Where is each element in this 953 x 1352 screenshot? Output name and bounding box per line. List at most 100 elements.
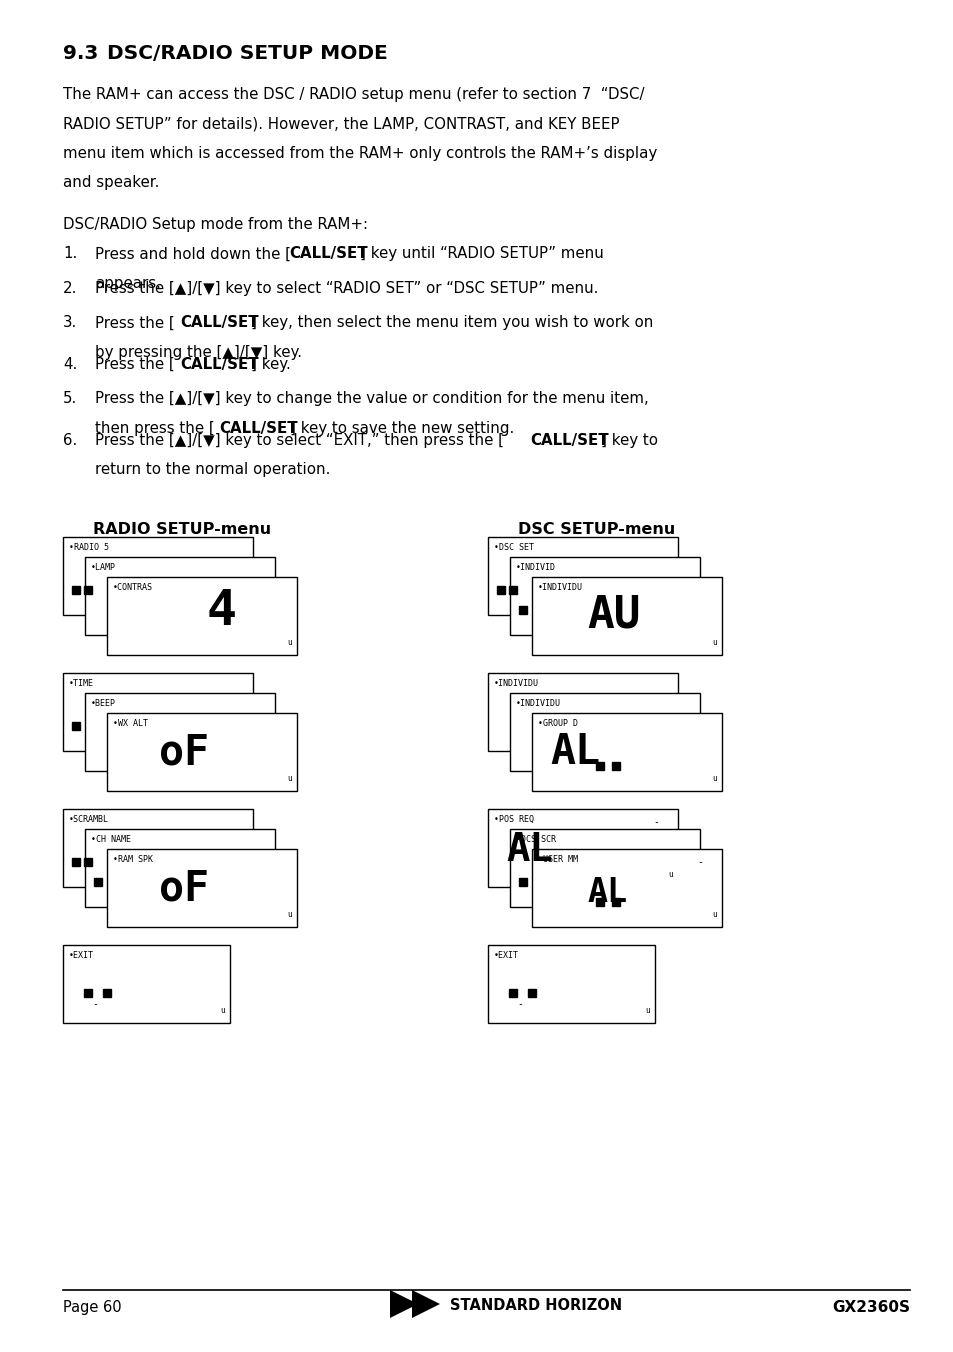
Text: Press and hold down the [: Press and hold down the [ bbox=[95, 246, 291, 261]
Text: oF: oF bbox=[159, 731, 209, 773]
Bar bbox=[107, 713, 296, 791]
Bar bbox=[510, 694, 700, 771]
Text: Press the [: Press the [ bbox=[95, 357, 174, 372]
Text: u: u bbox=[287, 638, 292, 648]
Text: and speaker.: and speaker. bbox=[63, 176, 159, 191]
Text: 6.: 6. bbox=[63, 433, 77, 448]
Text: DSC/RADIO SETUP MODE: DSC/RADIO SETUP MODE bbox=[107, 45, 387, 64]
Text: The RAM+ can access the DSC / RADIO setup menu (refer to section 7  “DSC/: The RAM+ can access the DSC / RADIO setu… bbox=[63, 87, 644, 101]
Text: -: - bbox=[697, 857, 702, 867]
Text: •GROUP D: •GROUP D bbox=[537, 719, 578, 727]
Text: ] key to: ] key to bbox=[600, 433, 658, 448]
Bar bbox=[532, 849, 721, 927]
Text: 5.: 5. bbox=[63, 392, 77, 407]
Text: u: u bbox=[712, 910, 717, 919]
Text: 2.: 2. bbox=[63, 281, 77, 296]
Bar bbox=[85, 557, 274, 635]
Text: u: u bbox=[712, 638, 717, 648]
Text: CALL/SET: CALL/SET bbox=[289, 246, 368, 261]
Text: return to the normal operation.: return to the normal operation. bbox=[95, 462, 330, 477]
Text: DSC SETUP-menu: DSC SETUP-menu bbox=[517, 522, 675, 537]
Text: RADIO SETUP” for details). However, the LAMP, CONTRAST, and KEY BEEP: RADIO SETUP” for details). However, the … bbox=[63, 116, 618, 131]
Text: DSC/RADIO Setup mode from the RAM+:: DSC/RADIO Setup mode from the RAM+: bbox=[63, 218, 368, 233]
Text: •POS REQ: •POS REQ bbox=[494, 815, 534, 823]
Bar bbox=[488, 673, 678, 750]
Text: Press the [▲]/[▼] key to select “EXIT,” then press the [: Press the [▲]/[▼] key to select “EXIT,” … bbox=[95, 433, 503, 448]
Bar bbox=[85, 829, 274, 907]
Text: •INDIVIDU: •INDIVIDU bbox=[537, 583, 582, 592]
Text: •RADIO 5: •RADIO 5 bbox=[69, 544, 109, 552]
Text: 1.: 1. bbox=[63, 246, 77, 261]
Bar bbox=[85, 694, 274, 771]
Bar bbox=[107, 577, 296, 654]
Text: u: u bbox=[668, 869, 672, 879]
Text: STANDARD HORIZON: STANDARD HORIZON bbox=[450, 1298, 621, 1313]
Text: 3.: 3. bbox=[63, 315, 77, 330]
Text: •SCRAMBL: •SCRAMBL bbox=[69, 815, 109, 823]
Bar bbox=[63, 673, 253, 750]
Text: -: - bbox=[653, 817, 659, 827]
Text: •CH NAME: •CH NAME bbox=[91, 836, 131, 844]
Polygon shape bbox=[390, 1290, 417, 1318]
Text: menu item which is accessed from the RAM+ only controls the RAM+’s display: menu item which is accessed from the RAM… bbox=[63, 146, 657, 161]
Bar bbox=[63, 945, 230, 1023]
Text: by pressing the [▲]/[▼] key.: by pressing the [▲]/[▼] key. bbox=[95, 345, 302, 360]
Bar bbox=[107, 849, 296, 927]
Text: ] key to save the new setting.: ] key to save the new setting. bbox=[290, 420, 514, 435]
Text: CALL/SET: CALL/SET bbox=[180, 315, 259, 330]
Text: •EXIT: •EXIT bbox=[69, 950, 94, 960]
Polygon shape bbox=[412, 1290, 439, 1318]
Text: •DSC SET: •DSC SET bbox=[494, 544, 534, 552]
Text: 9.3: 9.3 bbox=[63, 45, 112, 64]
Text: •USER MM: •USER MM bbox=[537, 854, 578, 864]
Text: u: u bbox=[287, 773, 292, 783]
Text: RADIO SETUP-menu: RADIO SETUP-menu bbox=[92, 522, 271, 537]
Text: •WX ALT: •WX ALT bbox=[112, 719, 148, 727]
Text: ] key.: ] key. bbox=[252, 357, 291, 372]
Text: u: u bbox=[220, 1006, 225, 1015]
Text: •BEEP: •BEEP bbox=[91, 699, 116, 708]
Text: •LAMP: •LAMP bbox=[91, 562, 116, 572]
Text: CALL/SET: CALL/SET bbox=[530, 433, 608, 448]
Text: AL: AL bbox=[550, 731, 599, 773]
Text: •EXIT: •EXIT bbox=[494, 950, 518, 960]
Text: •INDIVIDU: •INDIVIDU bbox=[516, 699, 560, 708]
Text: •RAM SPK: •RAM SPK bbox=[112, 854, 152, 864]
Text: CALL/SET: CALL/SET bbox=[180, 357, 259, 372]
Text: 4: 4 bbox=[207, 587, 236, 635]
Text: AL: AL bbox=[586, 876, 626, 909]
Text: GX2360S: GX2360S bbox=[831, 1301, 909, 1315]
Bar bbox=[510, 557, 700, 635]
Bar bbox=[488, 945, 655, 1023]
Text: -: - bbox=[517, 999, 522, 1009]
Text: •DCS SCR: •DCS SCR bbox=[516, 836, 556, 844]
Bar bbox=[488, 808, 678, 887]
Text: ] key, then select the menu item you wish to work on: ] key, then select the menu item you wis… bbox=[252, 315, 653, 330]
Text: u: u bbox=[712, 773, 717, 783]
Bar bbox=[510, 829, 700, 907]
Text: u: u bbox=[287, 910, 292, 919]
Text: CALL/SET: CALL/SET bbox=[219, 420, 297, 435]
Text: -: - bbox=[92, 999, 98, 1009]
Bar bbox=[488, 537, 678, 615]
Text: ] key until “RADIO SETUP” menu: ] key until “RADIO SETUP” menu bbox=[360, 246, 603, 261]
Text: 4.: 4. bbox=[63, 357, 77, 372]
Text: Page 60: Page 60 bbox=[63, 1301, 121, 1315]
Bar bbox=[532, 713, 721, 791]
Bar bbox=[63, 537, 253, 615]
Text: Press the [▲]/[▼] key to change the value or condition for the menu item,: Press the [▲]/[▼] key to change the valu… bbox=[95, 392, 648, 407]
Text: •CONTRAS: •CONTRAS bbox=[112, 583, 152, 592]
Text: •INDIVIDU: •INDIVIDU bbox=[494, 679, 538, 688]
Text: appears.: appears. bbox=[95, 276, 161, 291]
Bar bbox=[63, 808, 253, 887]
Text: AL: AL bbox=[505, 831, 552, 869]
Bar bbox=[532, 577, 721, 654]
Text: •TIME: •TIME bbox=[69, 679, 94, 688]
Text: AU: AU bbox=[586, 594, 639, 637]
Text: Press the [▲]/[▼] key to select “RADIO SET” or “DSC SETUP” menu.: Press the [▲]/[▼] key to select “RADIO S… bbox=[95, 281, 598, 296]
Text: then press the [: then press the [ bbox=[95, 420, 214, 435]
Text: Press the [: Press the [ bbox=[95, 315, 174, 330]
Text: u: u bbox=[645, 1006, 650, 1015]
Text: •INDIVID: •INDIVID bbox=[516, 562, 556, 572]
Text: oF: oF bbox=[159, 867, 209, 909]
